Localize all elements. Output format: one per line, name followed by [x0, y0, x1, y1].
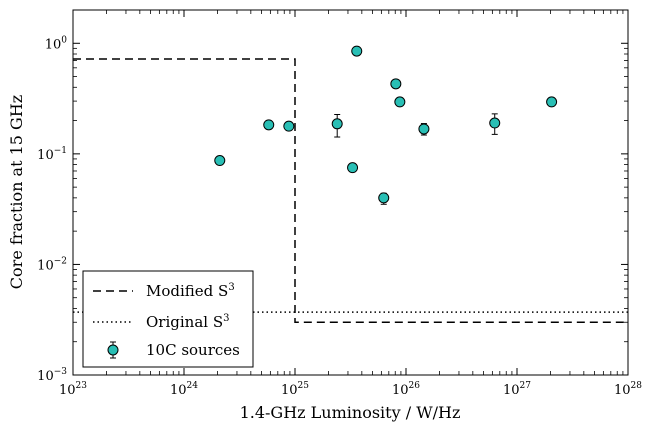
- source-point: [395, 97, 405, 107]
- x-tick-label-exp: 23: [76, 381, 88, 391]
- x-tick-label-base: 10: [59, 383, 76, 398]
- legend-label-original-text: Original S: [146, 313, 223, 331]
- y-tick-label-exp: −2: [54, 256, 67, 266]
- y-tick-label-base: 10: [37, 369, 54, 384]
- source-point: [379, 193, 389, 203]
- y-tick-label: 10−1: [37, 146, 67, 163]
- x-tick-label: 1023: [59, 381, 87, 398]
- y-tick-label: 10−2: [37, 256, 67, 273]
- x-tick-label: 1024: [170, 381, 198, 398]
- y-tick-label-base: 10: [37, 258, 54, 273]
- legend-label-10c: 10C sources: [146, 341, 240, 359]
- x-tick-label-exp: 26: [409, 381, 421, 391]
- source-point: [391, 79, 401, 89]
- y-tick-label-base: 10: [45, 37, 62, 52]
- x-tick-label: 1028: [614, 381, 642, 398]
- x-tick-label-base: 10: [503, 383, 520, 398]
- legend-label-modified: Modified S3: [146, 282, 235, 300]
- y-tick-label-base: 10: [37, 148, 54, 163]
- x-tick-label-exp: 24: [187, 381, 199, 391]
- legend-label-original-sup: 3: [223, 313, 229, 324]
- source-point: [419, 124, 429, 134]
- y-tick-label-exp: −1: [54, 146, 67, 156]
- x-tick-label: 1026: [392, 381, 420, 398]
- source-point: [215, 156, 225, 166]
- x-tick-label-base: 10: [614, 383, 631, 398]
- x-tick-label-base: 10: [392, 383, 409, 398]
- x-tick-label: 1025: [281, 381, 309, 398]
- x-tick-label-exp: 27: [520, 381, 532, 391]
- source-point: [547, 97, 557, 107]
- x-tick-label-base: 10: [281, 383, 298, 398]
- legend-label-modified-sup: 3: [228, 282, 234, 293]
- y-axis-label: Core fraction at 15 GHz: [7, 95, 26, 289]
- source-point: [490, 118, 500, 128]
- x-tick-label: 1027: [503, 381, 531, 398]
- x-tick-label-base: 10: [170, 383, 187, 398]
- source-point: [332, 119, 342, 129]
- y-tick-label-exp: 0: [61, 35, 67, 45]
- y-tick-label: 10−3: [37, 367, 67, 384]
- y-tick-label-exp: −3: [54, 367, 68, 377]
- legend: Modified S3 Original S3 10C sources: [83, 271, 253, 367]
- source-point: [348, 163, 358, 173]
- source-point: [352, 46, 362, 56]
- y-tick-label: 100: [45, 35, 68, 52]
- x-tick-label-exp: 25: [298, 381, 310, 391]
- source-point: [264, 120, 274, 130]
- x-tick-label-exp: 28: [631, 381, 643, 391]
- x-axis-label: 1.4-GHz Luminosity / W/Hz: [240, 403, 461, 422]
- legend-label-original: Original S3: [146, 313, 229, 331]
- source-point: [284, 121, 294, 131]
- legend-marker-swatch: [108, 345, 118, 355]
- legend-label-modified-text: Modified S: [146, 282, 228, 300]
